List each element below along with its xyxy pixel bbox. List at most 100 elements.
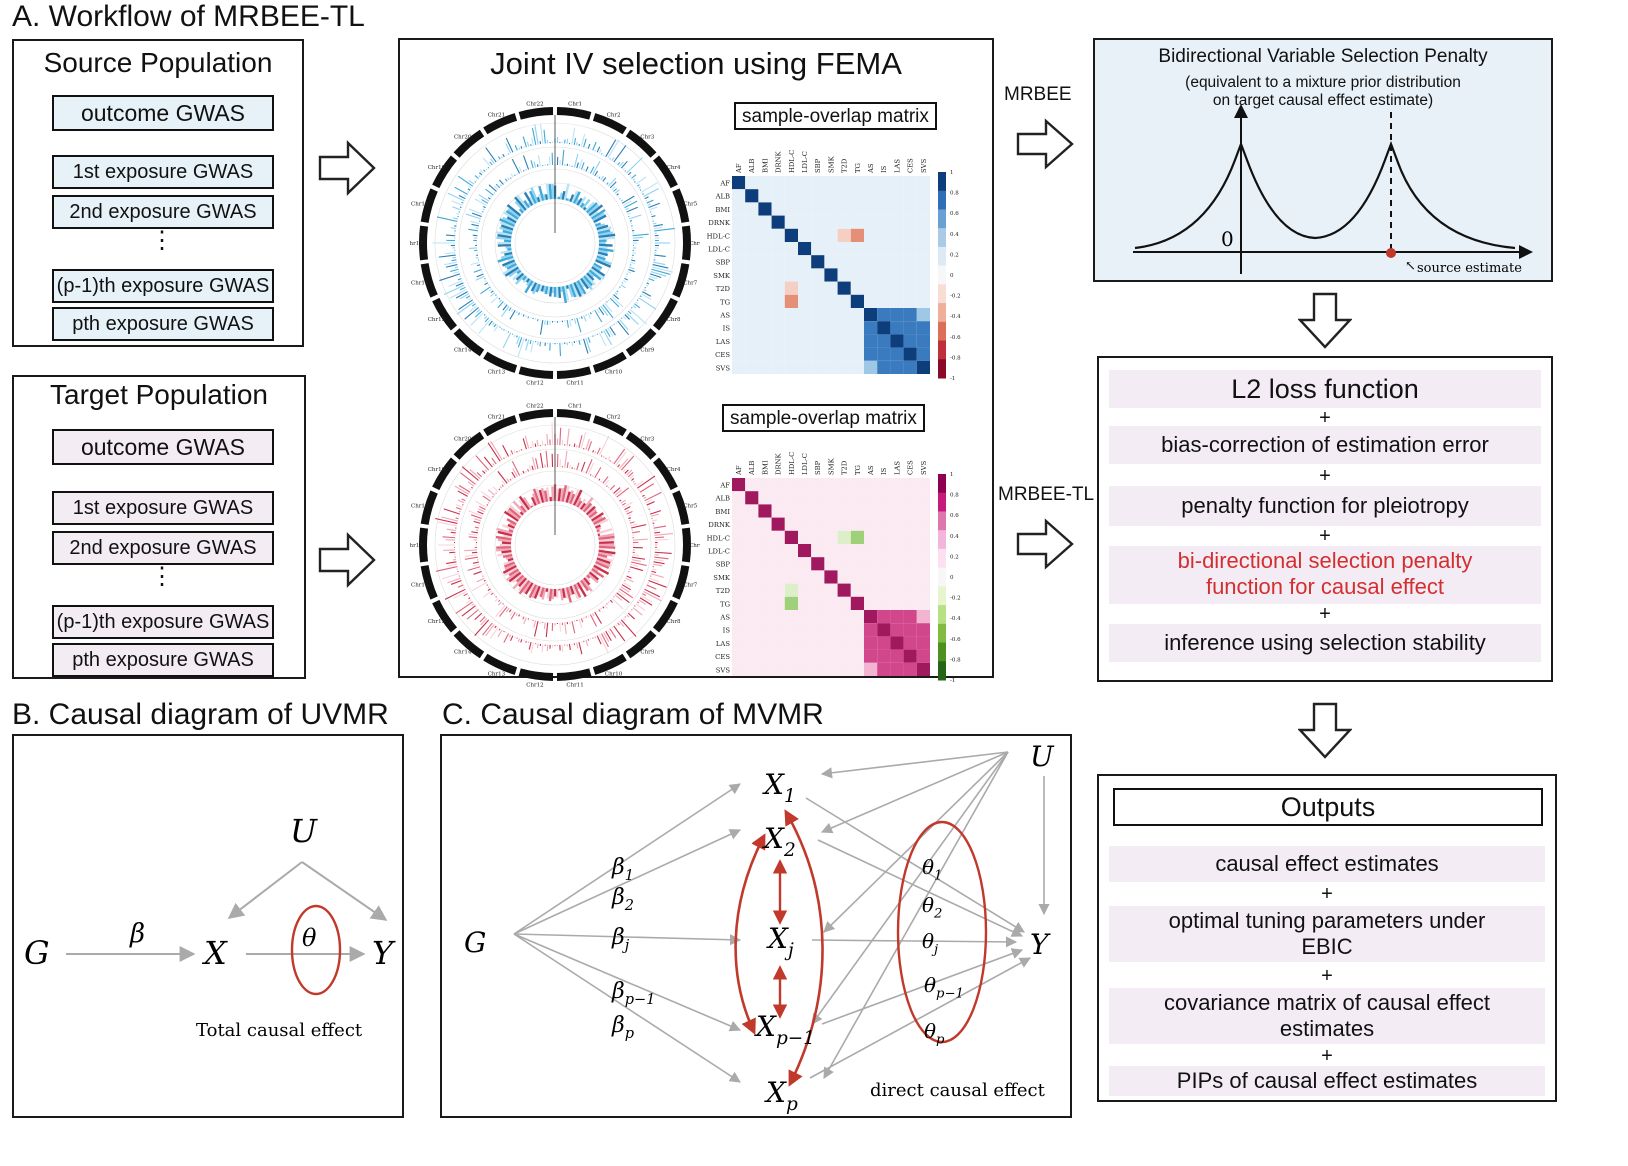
circos-bar — [638, 186, 642, 189]
chromosome-label: Chr22 — [526, 403, 543, 409]
mvmr-node-u: U — [1030, 740, 1055, 773]
circos-bar — [467, 595, 470, 597]
heatmap-cell — [903, 202, 917, 216]
circos-bar — [576, 317, 582, 333]
circos-bar — [589, 210, 599, 219]
outputs-plus-2: + — [1321, 965, 1333, 987]
heatmap-cell — [916, 189, 930, 203]
circos-bar — [539, 319, 544, 335]
heatmap-cell — [824, 478, 838, 492]
circos-bar — [600, 331, 603, 334]
loss-plus-2: + — [1319, 465, 1331, 487]
colorbar-segment — [938, 661, 946, 681]
circos-bar — [632, 233, 649, 237]
circos-bar — [522, 155, 530, 170]
circos-bar — [454, 266, 459, 269]
circos-bar — [458, 299, 474, 311]
circos-bar — [461, 498, 466, 502]
heatmap-cell — [732, 360, 746, 374]
circos-bar — [597, 253, 606, 258]
heatmap-cell — [771, 649, 785, 663]
circos-bar — [486, 584, 489, 586]
circos-bar — [626, 469, 633, 476]
heatmap-row-label: SMK — [713, 272, 731, 280]
circos-bar — [600, 153, 603, 155]
chromosome-label: Chr19 — [428, 467, 446, 473]
circos-bar — [496, 236, 512, 241]
circos-bar — [505, 555, 513, 560]
circos-bar — [509, 610, 514, 617]
heatmap-cell — [824, 189, 838, 203]
outputs-box: Outputs causal effect estimates + optima… — [1097, 774, 1557, 1102]
circos-bar — [480, 286, 491, 295]
heatmap-cell — [916, 360, 930, 374]
heatmap-cell — [784, 281, 798, 295]
heatmap-cell — [877, 347, 891, 361]
chromosome-segment — [483, 653, 518, 675]
circos-bar — [501, 484, 504, 487]
heatmap-cell — [890, 649, 904, 663]
mvmr-beta-0: β1 — [611, 855, 634, 884]
heatmap-cell — [732, 202, 746, 216]
heatmap-cell — [864, 242, 878, 256]
chromosome-label: Chr20 — [454, 436, 472, 442]
heatmap-col-label: TG — [854, 465, 862, 475]
heatmap-cell — [837, 544, 851, 558]
circos-bar — [455, 601, 474, 614]
circos-bar — [510, 308, 514, 312]
heatmap-col-label: T2D — [841, 158, 849, 173]
circos-bar — [598, 541, 614, 545]
heatmap-cell — [916, 228, 930, 242]
circos-bar — [455, 517, 459, 520]
circos-bar — [654, 538, 669, 541]
heatmap-cell — [798, 504, 812, 518]
circos-bar — [499, 486, 503, 489]
heatmap-cell — [903, 268, 917, 282]
circos-bar — [594, 467, 602, 479]
circos-bar — [600, 175, 605, 181]
heatmap-cell — [811, 321, 825, 335]
circos-bar — [511, 476, 514, 480]
heatmap-cell — [771, 281, 785, 295]
heatmap-cell — [745, 189, 759, 203]
heatmap-cell — [850, 557, 864, 571]
circos-bar — [621, 195, 635, 204]
chromosome-segment — [453, 431, 485, 460]
heatmap-cell — [903, 557, 917, 571]
circos-bar — [596, 146, 601, 153]
circos-bar — [651, 268, 671, 275]
heatmap-cell — [864, 202, 878, 216]
circos-bar — [623, 200, 632, 206]
chromosome-segment — [556, 107, 592, 120]
circos-bar — [584, 504, 594, 515]
circos-bar — [609, 484, 616, 491]
circos-bar — [497, 551, 512, 557]
circos-bar — [505, 137, 514, 153]
heatmap-cell — [771, 636, 785, 650]
circos-bar — [584, 273, 596, 286]
circos-bar — [579, 502, 587, 511]
circos-bar — [595, 223, 606, 229]
heatmap-cell — [732, 636, 746, 650]
section-c-title: C. Causal diagram of MVMR — [442, 698, 824, 731]
circos-bar — [626, 312, 639, 325]
circos-bar — [593, 262, 603, 270]
circos-bar — [529, 583, 536, 592]
heatmap-row-label: BMI — [715, 206, 730, 214]
circos-bar — [459, 286, 466, 291]
circos-bar — [476, 577, 485, 583]
heatmap-cell — [890, 596, 904, 610]
circos-bar — [619, 198, 621, 200]
edge-u-xp — [823, 751, 1009, 1079]
heatmap-cell — [877, 478, 891, 492]
heatmap-row-label: AF — [719, 482, 730, 490]
heatmap-cell — [837, 610, 851, 624]
circos-bar — [573, 282, 582, 298]
circos-bar — [502, 229, 513, 235]
circos-bar — [624, 469, 629, 474]
circos-bar — [611, 461, 613, 464]
heatmap-cell — [732, 242, 746, 256]
chromosome-segment — [672, 490, 690, 525]
colorbar-label: 0.4 — [950, 232, 959, 238]
heatmap-cell — [916, 334, 930, 348]
